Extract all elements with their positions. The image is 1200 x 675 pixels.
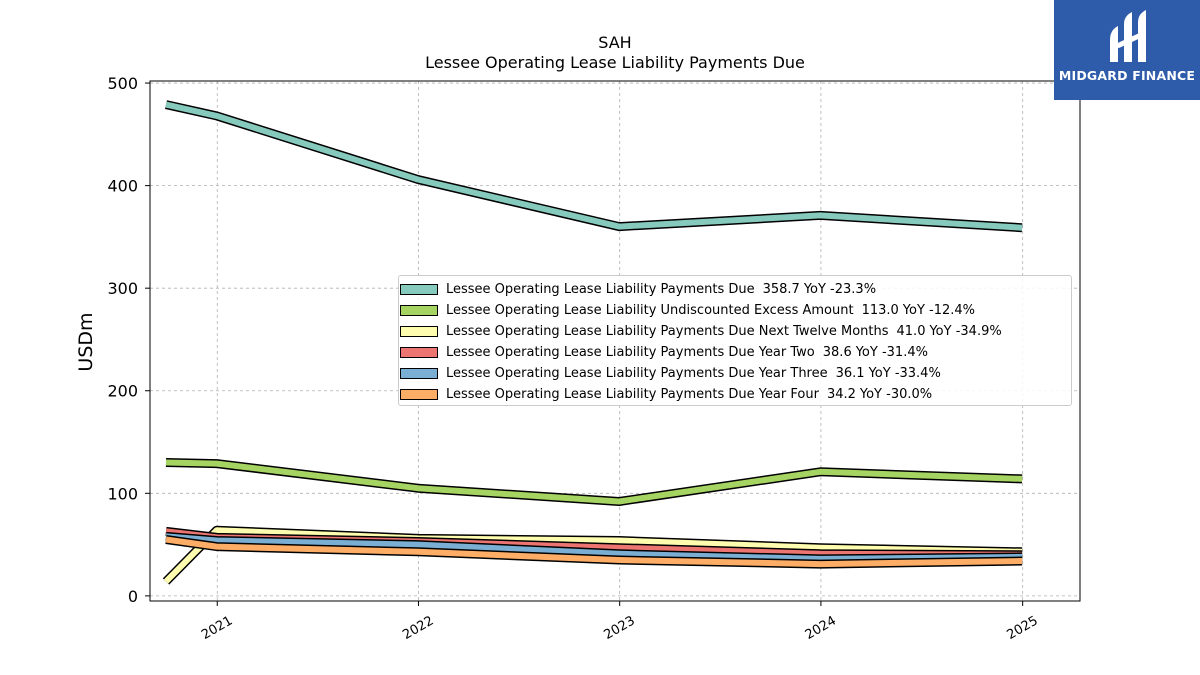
legend-swatch	[400, 347, 438, 358]
legend-swatch	[400, 284, 438, 295]
series-line-4	[165, 533, 1023, 562]
legend-yoy: YoY -34.9%	[929, 324, 1002, 339]
y-tick-label: 0	[128, 587, 138, 606]
logo-mark-icon	[1110, 10, 1146, 62]
legend-item: Lessee Operating Lease Liability Payment…	[399, 342, 1071, 363]
legend-label: Lessee Operating Lease Liability Payment…	[446, 387, 819, 402]
x-axis-ticks: 2021 2022 2023 2024 2025	[199, 601, 1041, 643]
series-outline-0	[165, 100, 1023, 233]
legend-value: 34.2	[826, 387, 856, 402]
legend-label: Lessee Operating Lease Liability Payment…	[446, 282, 755, 297]
plot-frame	[149, 80, 1081, 602]
legend-label: Lessee Operating Lease Liability Payment…	[446, 366, 828, 381]
legend-item: Lessee Operating Lease Liability Payment…	[399, 279, 1071, 300]
legend-swatch	[400, 305, 438, 316]
x-tick-label: 2023	[602, 613, 638, 643]
chart-legend: Lessee Operating Lease Liability Payment…	[398, 275, 1072, 406]
logo-text: MIDGARD FINANCE	[1058, 68, 1196, 83]
y-tick-label: 300	[107, 279, 138, 298]
y-tick-label: 200	[107, 382, 138, 401]
legend-label: Lessee Operating Lease Liability Undisco…	[446, 303, 854, 318]
legend-label: Lessee Operating Lease Liability Payment…	[446, 324, 889, 339]
legend-value: 36.1	[835, 366, 865, 381]
legend-yoy: YoY -33.4%	[868, 366, 941, 381]
legend-swatch	[400, 368, 438, 379]
x-tick-label: 2025	[1005, 613, 1041, 643]
series-line-0	[165, 101, 1023, 231]
series-line-1	[165, 459, 1023, 505]
y-tick-label: 500	[107, 74, 138, 93]
legend-value: 358.7	[762, 282, 800, 297]
x-tick-label: 2022	[400, 613, 436, 643]
chart-title: SAH	[598, 33, 632, 52]
series-line-5	[165, 536, 1023, 568]
legend-yoy: YoY -30.0%	[859, 387, 933, 402]
series-lines	[162, 100, 1023, 585]
series-outline-1	[165, 458, 1023, 506]
legend-value: 113.0	[861, 303, 899, 318]
x-tick-label: 2024	[803, 613, 839, 643]
legend-item: Lessee Operating Lease Liability Undisco…	[399, 300, 1071, 321]
legend-label: Lessee Operating Lease Liability Payment…	[446, 345, 815, 360]
legend-item: Lessee Operating Lease Liability Payment…	[399, 384, 1071, 405]
legend-value: 38.6	[822, 345, 852, 360]
legend-swatch	[400, 389, 438, 400]
y-tick-label: 400	[107, 177, 138, 196]
legend-swatch	[400, 326, 438, 337]
legend-item: Lessee Operating Lease Liability Payment…	[399, 363, 1071, 384]
y-tick-label: 100	[107, 484, 138, 503]
legend-yoy: YoY -12.4%	[902, 303, 976, 318]
chart-subtitle: Lessee Operating Lease Liability Payment…	[425, 53, 805, 72]
legend-value: 41.0	[896, 324, 926, 339]
legend-item: Lessee Operating Lease Liability Payment…	[399, 321, 1071, 342]
legend-yoy: YoY -31.4%	[855, 345, 928, 360]
company-logo: MIDGARD FINANCE	[1054, 0, 1200, 100]
x-tick-label: 2021	[199, 613, 235, 643]
y-axis-ticks: 0 100 200 300 400 500	[107, 74, 150, 606]
y-axis-label: USDm	[75, 312, 97, 371]
legend-yoy: YoY -23.3%	[803, 282, 877, 297]
